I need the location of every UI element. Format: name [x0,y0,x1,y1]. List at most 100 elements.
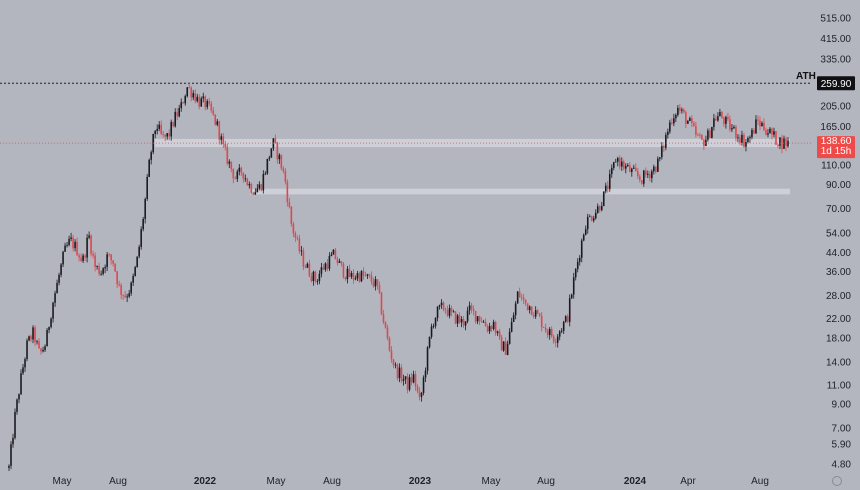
zones-layer [155,138,790,195]
candle-body [410,377,413,383]
candle-body [28,336,30,341]
candle-body [26,340,28,360]
candle-body [290,206,293,224]
candle-body [64,245,66,252]
candle-body [462,319,465,326]
candle-body [729,119,731,130]
candle-body [456,315,459,324]
candle-body [530,306,533,316]
candle-body [687,120,689,124]
candle-body [683,109,685,113]
candle-body [598,206,601,211]
candle-body [328,256,331,269]
candle-body [358,273,361,282]
candle-body [198,96,201,107]
candle-body [124,295,126,298]
candle-body [618,158,621,167]
y-tick-label: 4.80 [832,459,852,470]
candle-body [737,137,739,139]
candle-body [332,249,335,255]
candle-body [494,321,497,333]
candle-body [318,273,321,281]
candle-body [56,282,58,294]
candle-body [374,279,377,287]
candle-body [478,316,481,322]
candle-body [8,465,10,468]
y-tick-label: 205.00 [820,101,851,112]
candle-body [394,364,397,366]
candle-body [36,341,38,343]
candle-body [442,302,445,310]
candle-body [168,133,171,137]
candle-body [296,237,299,239]
candle-body [643,170,645,184]
candle-body [368,274,371,276]
candle-body [116,271,118,285]
candle-body [140,229,142,247]
candle-body [128,293,130,297]
candle-body [554,341,557,343]
candle-body [675,115,677,119]
candle-body [184,96,187,104]
candle-body [709,130,711,138]
candle-body [691,118,693,124]
candle-body [518,291,521,298]
candle-body [266,158,269,174]
candle-body [681,109,683,111]
candle-body [677,107,679,116]
candle-body [104,267,106,269]
candle-body [486,326,489,332]
candle-body [612,162,615,168]
candle-body [10,444,12,466]
candle-body [248,184,251,186]
x-tick-label: Aug [751,476,769,487]
candle-body [96,266,98,267]
candle-body [454,311,457,324]
candle-body [576,261,579,270]
candle-body [54,293,56,303]
candle-body [659,157,661,159]
candle-body [733,126,735,129]
candle-body [304,266,307,268]
candle-body [380,292,383,315]
candle-body [216,121,219,125]
candle-body [468,305,471,311]
candle-body [364,275,367,277]
candle-body [274,138,277,143]
candle-body [418,391,421,397]
candle-body [520,297,523,298]
candle-body [324,263,327,270]
candle-body [637,171,639,177]
candle-body [480,321,483,323]
candle-body [232,169,235,179]
candle-body [72,237,74,249]
candle-body [294,233,297,238]
candle-body [765,130,767,135]
candle-body [156,128,158,131]
candle-body [426,347,429,371]
candle-body [488,326,491,332]
candle-body [560,330,563,332]
candle-body [785,138,787,147]
candle-body [224,143,227,148]
candle-body [747,138,749,142]
candle-body [202,96,205,99]
candle-body [717,116,719,121]
candle-body [250,184,253,193]
candle-body [580,240,583,258]
candle-body [628,165,631,173]
candle-body [66,245,68,246]
candle-body [422,377,425,393]
candle-body [604,185,607,192]
y-tick-label: 515.00 [820,13,851,24]
candle-body [639,176,641,181]
candle-body [783,138,785,149]
candle-body [572,277,575,295]
candle-body [132,275,134,283]
candle-body [536,310,539,314]
candle-body [86,237,88,258]
candle-body [502,341,505,351]
candle-body [689,118,691,121]
candle-body [292,223,295,234]
candle-body [20,373,22,395]
